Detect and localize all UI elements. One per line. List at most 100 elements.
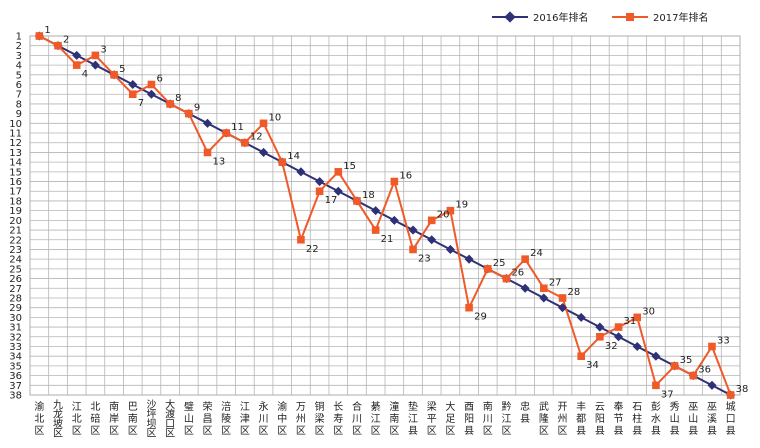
y-tick-label: 38 xyxy=(9,391,22,402)
point-2016 xyxy=(614,332,624,342)
x-tick-label: 永川区 xyxy=(259,400,269,437)
x-tick-label: 璧山区 xyxy=(184,400,194,437)
point-2017 xyxy=(241,138,249,147)
point-2016 xyxy=(595,322,605,332)
data-label-2017: 27 xyxy=(549,277,562,288)
x-tick-label: 涪陵区 xyxy=(221,400,231,437)
point-2016 xyxy=(464,254,474,264)
point-2017 xyxy=(596,332,604,341)
legend-marker-2016 xyxy=(504,11,516,23)
point-2017 xyxy=(633,313,642,322)
y-axis: 1234567891011121314151617181920212223242… xyxy=(9,32,22,402)
data-label-2017: 32 xyxy=(605,341,618,352)
x-tick-label: 丰都县 xyxy=(576,400,586,437)
x-tick-label: 綦江区 xyxy=(371,400,381,437)
point-2017 xyxy=(689,371,698,380)
point-2016 xyxy=(146,89,156,99)
x-tick-label: 秀山县 xyxy=(670,401,680,437)
x-tick-label: 垫江县 xyxy=(408,400,418,437)
point-2017 xyxy=(259,119,268,128)
point-2016 xyxy=(707,380,717,390)
data-label-2017: 23 xyxy=(418,253,431,264)
y-tick-label: 13 xyxy=(9,148,22,159)
data-label-2017: 7 xyxy=(138,98,144,109)
point-2016 xyxy=(520,283,530,293)
data-label-2017: 33 xyxy=(717,335,730,346)
point-2017 xyxy=(147,80,156,89)
point-2016 xyxy=(632,341,642,352)
point-2017 xyxy=(390,177,399,186)
point-2017 xyxy=(72,61,81,69)
x-tick-label: 武隆区 xyxy=(539,400,549,437)
point-2017 xyxy=(652,381,660,390)
point-2017 xyxy=(128,90,137,99)
point-2017 xyxy=(185,109,193,118)
legend-marker-2017 xyxy=(626,13,634,21)
x-tick-label: 彭水县 xyxy=(651,400,661,437)
y-tick-label: 18 xyxy=(9,196,22,207)
point-2017 xyxy=(371,226,380,234)
x-tick-label: 南川区 xyxy=(483,400,493,437)
data-label-2017: 10 xyxy=(269,112,282,123)
x-tick-label: 巫溪县 xyxy=(707,402,717,437)
point-2016 xyxy=(445,244,455,254)
point-2016 xyxy=(315,177,325,187)
x-tick-label: 巴南区 xyxy=(128,401,138,437)
point-2017 xyxy=(353,197,361,205)
y-tick-label: 4 xyxy=(16,61,22,72)
x-tick-label: 城口县 xyxy=(726,401,736,437)
data-label-2017: 2 xyxy=(63,35,69,46)
point-2017 xyxy=(315,187,324,196)
data-labels: 1243576891311121014221715182116232019292… xyxy=(44,25,748,400)
data-label-2017: 14 xyxy=(287,151,300,162)
point-2017 xyxy=(297,235,305,244)
grid xyxy=(29,35,741,396)
point-2017 xyxy=(427,216,436,225)
data-label-2017: 17 xyxy=(325,195,338,206)
series-points xyxy=(34,31,736,400)
y-tick-label: 29 xyxy=(9,303,22,314)
data-label-2017: 16 xyxy=(399,171,412,182)
y-tick-label: 5 xyxy=(16,70,22,81)
y-tick-label: 30 xyxy=(9,313,22,324)
data-label-2017: 20 xyxy=(437,209,450,220)
x-tick-label: 酉阳县 xyxy=(464,402,474,437)
y-tick-label: 25 xyxy=(9,264,22,275)
point-2016 xyxy=(408,225,418,235)
point-2016 xyxy=(389,215,399,225)
legend-label-2016: 2016年排名 xyxy=(533,11,588,24)
y-tick-label: 31 xyxy=(9,323,22,334)
y-tick-label: 22 xyxy=(9,235,22,246)
y-tick-label: 23 xyxy=(9,245,22,256)
data-label-2017: 31 xyxy=(624,316,637,327)
x-tick-label: 开州区 xyxy=(558,402,568,437)
data-label-2017: 35 xyxy=(680,355,693,366)
y-tick-label: 16 xyxy=(9,177,22,188)
y-tick-label: 27 xyxy=(9,284,22,295)
data-label-2017: 6 xyxy=(156,74,162,85)
x-tick-label: 江北区 xyxy=(72,401,82,437)
point-2016 xyxy=(72,50,82,60)
data-label-2017: 24 xyxy=(530,248,543,259)
y-tick-label: 21 xyxy=(9,226,22,237)
x-tick-label: 沙坪坝区 xyxy=(146,399,156,440)
y-tick-label: 35 xyxy=(9,361,22,372)
point-2017 xyxy=(483,265,492,273)
data-label-2017: 36 xyxy=(698,365,711,376)
data-label-2017: 3 xyxy=(100,44,106,55)
y-tick-label: 19 xyxy=(9,206,22,217)
x-tick-label: 黔江区 xyxy=(501,400,511,437)
point-2017 xyxy=(577,352,585,360)
x-tick-label: 云阳县 xyxy=(595,402,605,437)
y-tick-label: 17 xyxy=(9,187,22,198)
y-tick-label: 12 xyxy=(9,138,22,149)
data-label-2017: 26 xyxy=(511,268,524,279)
data-label-2017: 30 xyxy=(642,306,655,317)
point-2016 xyxy=(333,186,343,196)
legend: 2016年排名 2017年排名 xyxy=(492,11,708,24)
y-tick-label: 37 xyxy=(9,381,22,392)
y-tick-label: 9 xyxy=(16,109,22,120)
point-2017 xyxy=(334,168,343,176)
x-tick-label: 渝中区 xyxy=(277,400,287,437)
point-2017 xyxy=(35,32,44,40)
